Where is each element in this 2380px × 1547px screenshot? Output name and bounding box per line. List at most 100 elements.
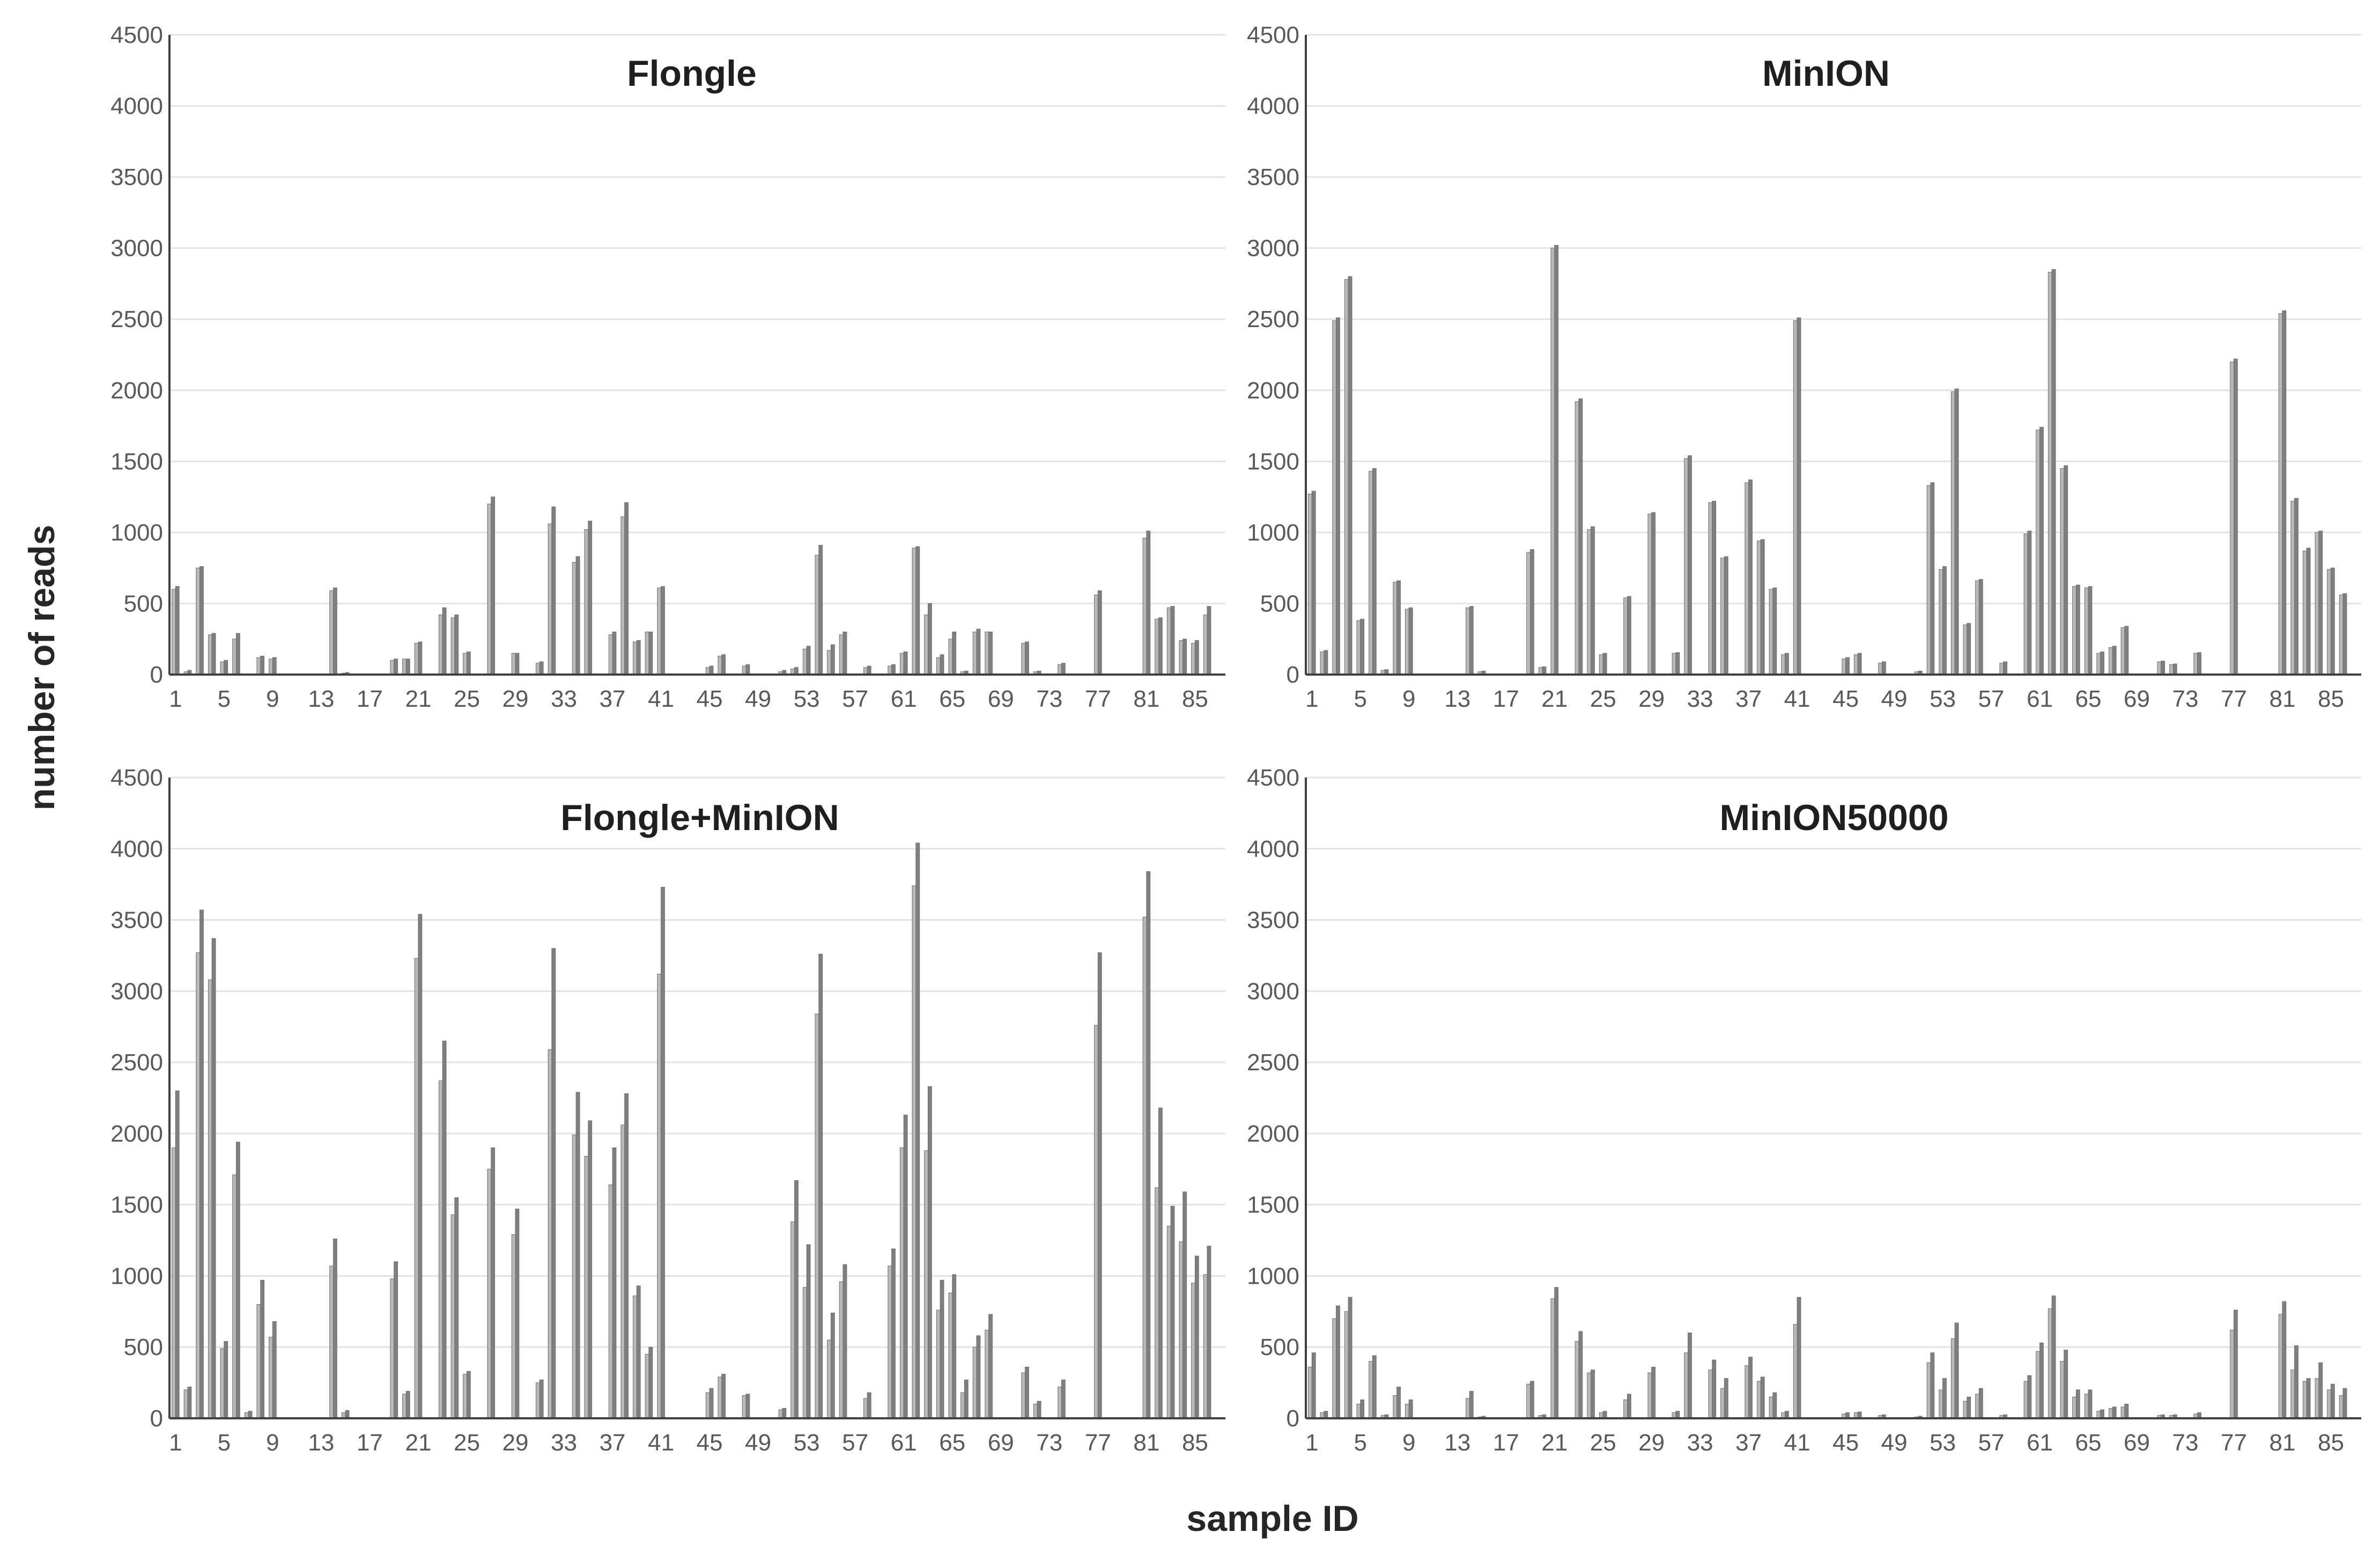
bar (1356, 620, 1361, 675)
bar (1578, 398, 1583, 675)
bar (1930, 482, 1935, 675)
bar (1797, 1297, 1801, 1419)
x-tick-label: 49 (1881, 1430, 1908, 1456)
bar (2072, 1396, 2076, 1419)
bar (2084, 1394, 2089, 1419)
bar (175, 1090, 180, 1419)
bar (1712, 1359, 1717, 1419)
x-tick-label: 61 (2027, 686, 2053, 712)
x-tick-label: 53 (1930, 686, 1956, 712)
bar (1999, 663, 2004, 675)
bar (1684, 458, 1689, 675)
bar (1025, 1366, 1029, 1419)
bar (1954, 1322, 1959, 1419)
bar (405, 658, 410, 675)
bar (402, 1394, 406, 1419)
bar (1627, 1394, 1631, 1419)
bar (867, 665, 871, 675)
x-tick-label: 33 (1687, 1430, 1713, 1456)
bar (2233, 1309, 2238, 1419)
bar (2112, 646, 2117, 675)
x-tick-label: 53 (794, 1430, 820, 1456)
bar (960, 1392, 965, 1419)
bar (2318, 1362, 2323, 1419)
bar (924, 615, 929, 675)
bar (2342, 593, 2347, 675)
bars (1308, 1287, 2347, 1419)
x-tick-label: 73 (1036, 686, 1062, 712)
bar (1954, 388, 1959, 675)
bar (1142, 916, 1147, 1419)
y-tick-label: 4500 (1247, 765, 1299, 791)
bar (709, 665, 714, 675)
y-tick-label: 1000 (110, 520, 163, 546)
bar (745, 664, 750, 675)
bar (620, 516, 625, 675)
y-tick-label: 4500 (1247, 22, 1299, 48)
y-tick-label: 4000 (1247, 836, 1299, 862)
bar (891, 664, 896, 675)
bar (806, 646, 811, 675)
panel-title: Flongle (627, 53, 757, 94)
bar (183, 1389, 188, 1419)
bar (1179, 640, 1184, 675)
bar (648, 631, 653, 675)
y-tick-label: 3000 (110, 978, 163, 1004)
x-tick-label: 77 (2221, 1430, 2247, 1456)
y-tick-label: 500 (124, 590, 163, 617)
bar (256, 1304, 261, 1419)
bar (2172, 663, 2177, 675)
bar (936, 657, 941, 675)
bar (2318, 530, 2323, 675)
y-tick-label: 4000 (110, 93, 163, 120)
bar (1194, 1255, 1199, 1419)
bar (466, 1371, 471, 1419)
bar (1324, 650, 1328, 675)
bar (2051, 269, 2056, 675)
bar (842, 631, 847, 675)
x-tick-label: 29 (502, 1430, 529, 1456)
bar (985, 1329, 989, 1419)
bar (1942, 1378, 1947, 1419)
bar (1926, 485, 1931, 675)
bar (645, 1354, 649, 1419)
x-tick-label: 61 (891, 686, 917, 712)
bar (2039, 427, 2044, 675)
bar (1587, 529, 1592, 675)
y-tick-label: 4500 (110, 765, 163, 791)
bar (915, 546, 920, 675)
axes: 1 5 9 13 17 21 25 29 33 37 41 45 49 53 57 61 65 69 73 77 81 8… (1305, 778, 2361, 1456)
bar (830, 644, 835, 675)
y-tick-label: 0 (150, 662, 163, 688)
bar (2039, 1342, 2044, 1419)
bar (256, 657, 261, 675)
bar (1760, 1376, 1765, 1419)
bar (2027, 530, 2032, 675)
bar (1554, 245, 1559, 675)
bar (661, 586, 665, 675)
x-tick-label: 33 (551, 1430, 577, 1456)
x-tick-label: 65 (939, 1430, 965, 1456)
y-tick-label: 2000 (110, 1121, 163, 1147)
bar (2023, 1381, 2028, 1419)
bar (940, 1279, 944, 1419)
x-tick-label: 17 (357, 1430, 383, 1456)
bar (827, 1339, 831, 1419)
x-tick-label: 65 (2075, 1430, 2102, 1456)
x-tick-label: 41 (1784, 1430, 1810, 1456)
bar (1203, 615, 1208, 675)
bar (899, 1147, 904, 1419)
bar (1978, 579, 1983, 675)
bar (2302, 1381, 2307, 1419)
bar (1179, 1241, 1184, 1419)
bar (2124, 1403, 2129, 1419)
bar (802, 1287, 807, 1419)
bar (1405, 1403, 1409, 1419)
bar (1647, 513, 1652, 675)
bar (940, 654, 944, 675)
bar (1142, 537, 1147, 675)
bars (172, 497, 1211, 675)
bar (405, 1391, 410, 1419)
bar (269, 1337, 273, 1419)
bar (782, 1408, 787, 1419)
